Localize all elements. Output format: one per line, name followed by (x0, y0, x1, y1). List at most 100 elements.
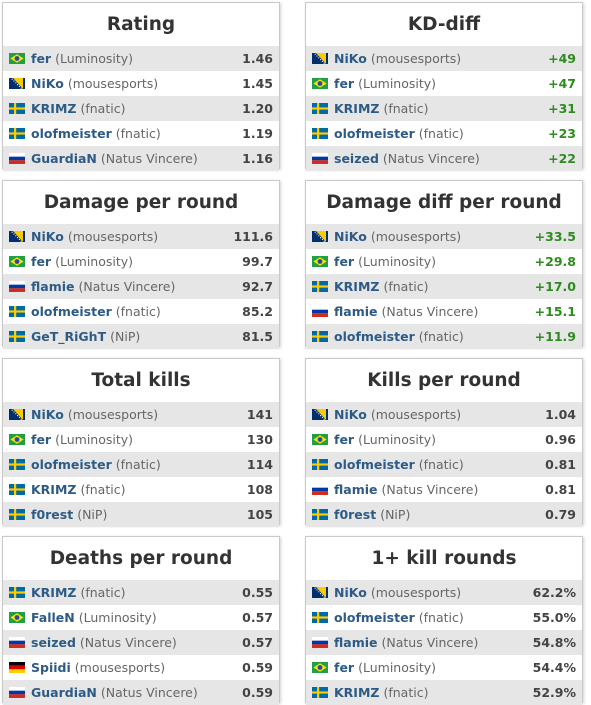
player-name-link[interactable]: flamie (334, 635, 378, 650)
player-name-link[interactable]: olofmeister (334, 457, 415, 472)
player-name-link[interactable]: Spiidi (31, 660, 71, 675)
team-name: (fnatic) (80, 101, 126, 116)
team-name: (Luminosity) (358, 660, 437, 675)
stat-value: 1.04 (545, 407, 576, 422)
brazil-flag-icon (312, 78, 328, 89)
player-row: KRIMZ (fnatic) 108 (3, 477, 279, 502)
player-name-link[interactable]: KRIMZ (31, 585, 77, 600)
player-name-link[interactable]: GeT_RiGhT (31, 329, 107, 344)
player-name-link[interactable]: NiKo (31, 407, 64, 422)
team-name: (mousesports) (370, 51, 462, 66)
stat-value: 52.9% (532, 685, 576, 700)
stat-panel-6: Deaths per round KRIMZ (fnatic) 0.55 FalleN(… (2, 536, 280, 705)
player-row: seized (Natus Vincere) 0.57 (3, 630, 279, 655)
team-name: (mousesports) (67, 407, 159, 422)
sweden-flag-icon (9, 331, 25, 342)
team-name: (Natus Vincere) (100, 151, 198, 166)
player-name-link[interactable]: olofmeister (31, 126, 112, 141)
player-row: seized (Natus Vincere) +22 (306, 146, 582, 171)
player-name-link[interactable]: KRIMZ (334, 279, 380, 294)
player-name-link[interactable]: KRIMZ (31, 482, 77, 497)
brazil-flag-icon (9, 53, 25, 64)
stat-value: 0.59 (242, 685, 273, 700)
sweden-flag-icon (312, 331, 328, 342)
stat-value: 0.81 (545, 457, 576, 472)
player-row: GuardiaN (Natus Vincere) 1.16 (3, 146, 279, 171)
sweden-flag-icon (9, 459, 25, 470)
player-name-link[interactable]: KRIMZ (334, 101, 380, 116)
player-name-link[interactable]: NiKo (334, 585, 367, 600)
sweden-flag-icon (312, 128, 328, 139)
stat-value: 55.0% (532, 610, 576, 625)
team-name: (mousesports) (74, 660, 166, 675)
player-name-link[interactable]: NiKo (334, 407, 367, 422)
player-row: olofmeister (fnatic) 0.81 (306, 452, 582, 477)
bosnia-flag-icon (312, 587, 328, 598)
player-row: GuardiaN (Natus Vincere) 0.59 (3, 680, 279, 705)
team-name: (mousesports) (370, 229, 462, 244)
player-name-link[interactable]: GuardiaN (31, 151, 97, 166)
player-name-link[interactable]: NiKo (31, 76, 64, 91)
team-name: (Natus Vincere) (381, 304, 479, 319)
player-name-link[interactable]: seized (31, 635, 76, 650)
player-row: olofmeister (fnatic) 114 (3, 452, 279, 477)
player-row: flamie (Natus Vincere) +15.1 (306, 299, 582, 324)
player-name-link[interactable]: fer (334, 660, 355, 675)
bosnia-flag-icon (312, 409, 328, 420)
player-name-link[interactable]: NiKo (31, 229, 64, 244)
player-name-link[interactable]: flamie (31, 279, 75, 294)
player-name-link[interactable]: KRIMZ (31, 101, 77, 116)
stat-value: 141 (246, 407, 273, 422)
player-row: fer (Luminosity) +47 (306, 71, 582, 96)
team-name: (Natus Vincere) (381, 635, 479, 650)
player-name-link[interactable]: olofmeister (334, 610, 415, 625)
player-name-link[interactable]: NiKo (334, 51, 367, 66)
player-name-link[interactable]: seized (334, 151, 379, 166)
player-row: Spiidi (mousesports) 0.59 (3, 655, 279, 680)
player-name-link[interactable]: fer (334, 76, 355, 91)
germany-flag-icon (9, 662, 25, 673)
player-name-link[interactable]: fer (334, 432, 355, 447)
player-name-link[interactable]: GuardiaN (31, 685, 97, 700)
team-name: (fnatic) (80, 585, 126, 600)
stat-value: 0.96 (545, 432, 576, 447)
player-name-link[interactable]: olofmeister (31, 457, 112, 472)
player-name-link[interactable]: olofmeister (334, 329, 415, 344)
stat-value: +29.8 (534, 254, 576, 269)
panel-title: Kills per round (367, 370, 521, 391)
team-name: (Natus Vincere) (381, 482, 479, 497)
russia-flag-icon (312, 153, 328, 164)
sweden-flag-icon (9, 484, 25, 495)
sweden-flag-icon (312, 281, 328, 292)
player-row: fer (Luminosity) 1.46 (3, 46, 279, 71)
stat-value: +31 (548, 101, 576, 116)
player-row: FalleN (Luminosity) 0.57 (3, 605, 279, 630)
player-name-link[interactable]: NiKo (334, 229, 367, 244)
team-name: (mousesports) (370, 407, 462, 422)
player-name-link[interactable]: flamie (334, 304, 378, 319)
player-name-link[interactable]: olofmeister (31, 304, 112, 319)
player-name-link[interactable]: FalleN (31, 610, 75, 625)
russia-flag-icon (312, 484, 328, 495)
player-row: KRIMZ (fnatic) +17.0 (306, 274, 582, 299)
player-name-link[interactable]: fer (31, 51, 52, 66)
player-name-link[interactable]: fer (31, 432, 52, 447)
player-name-link[interactable]: fer (334, 254, 355, 269)
player-name-link[interactable]: KRIMZ (334, 685, 380, 700)
player-row: NiKo (mousesports) 62.2% (306, 580, 582, 605)
stat-panel-3: Damage diff per round NiKo (mousesports) +3… (305, 180, 583, 349)
player-name-link[interactable]: olofmeister (334, 126, 415, 141)
russia-flag-icon (9, 281, 25, 292)
stat-value: 81.5 (242, 329, 273, 344)
stat-panel-0: Rating fer (Luminosity) 1.46 NiKo (mousesport… (2, 2, 280, 171)
player-name-link[interactable]: fer (31, 254, 52, 269)
player-row: olofmeister (fnatic) 1.19 (3, 121, 279, 146)
player-name-link[interactable]: flamie (334, 482, 378, 497)
stat-panel-1: KD-diff NiKo (mousesports) +49 fer (Luminosit… (305, 2, 583, 171)
team-name: (NiP) (380, 507, 411, 522)
player-name-link[interactable]: f0rest (31, 507, 74, 522)
bosnia-flag-icon (9, 409, 25, 420)
player-row: KRIMZ (fnatic) 1.20 (3, 96, 279, 121)
player-name-link[interactable]: f0rest (334, 507, 377, 522)
player-row: fer (Luminosity) 99.7 (3, 249, 279, 274)
